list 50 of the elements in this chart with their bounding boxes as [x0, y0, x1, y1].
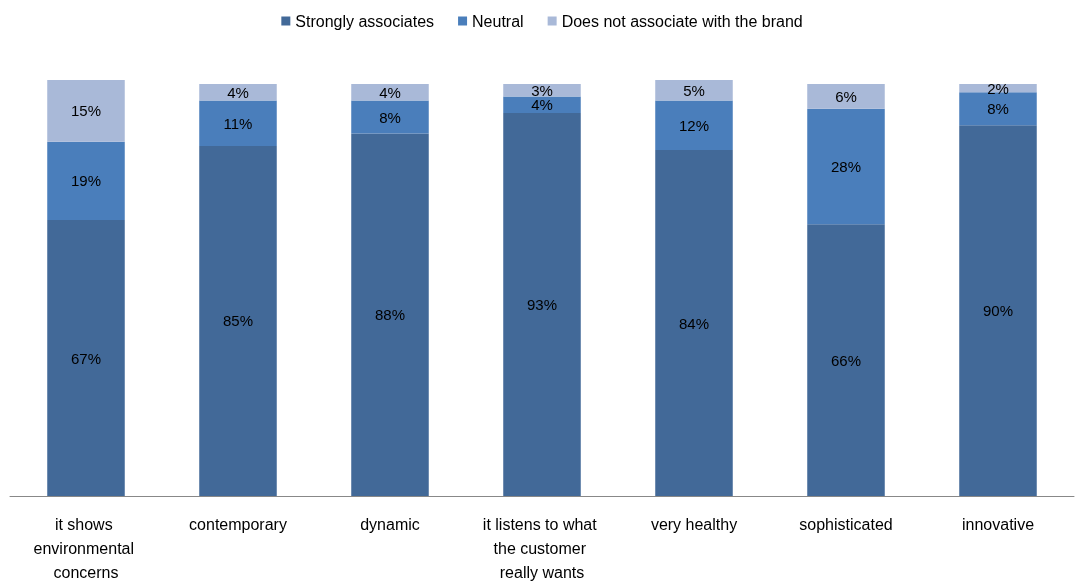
legend-label: Neutral [472, 12, 524, 30]
data-label: 93% [526, 295, 558, 313]
bar [199, 100, 277, 146]
data-label: 66% [830, 351, 862, 369]
bar [959, 125, 1037, 496]
data-label: 5% [683, 81, 705, 99]
data-label: 11% [223, 114, 253, 132]
x-tick-label: sophisticated [799, 515, 893, 533]
data-label: 28% [830, 157, 862, 175]
data-label: 6% [835, 87, 857, 105]
bar [503, 96, 581, 113]
bar [655, 80, 733, 101]
bar [47, 220, 125, 496]
legend-label: Strongly associates [295, 12, 435, 30]
bar [655, 150, 733, 496]
data-label: 4% [531, 96, 553, 114]
data-label: 67% [70, 349, 102, 367]
data-label: 8% [987, 100, 1009, 118]
bar [47, 80, 125, 142]
x-tick-label: it shows environmental concerns [33, 515, 139, 581]
data-label: 15% [70, 102, 102, 120]
data-label: 3% [531, 81, 553, 99]
data-label: 19% [70, 172, 102, 190]
data-label: 85% [222, 312, 254, 330]
data-label: 4% [379, 83, 401, 101]
data-label: 88% [374, 306, 406, 324]
data-label: 90% [982, 302, 1014, 320]
data-label: 2% [987, 79, 1009, 97]
x-tick-label: it listens to what the customer really wants [482, 515, 602, 581]
data-label: 4% [227, 83, 249, 101]
bar [47, 141, 125, 221]
x-tick-label: dynamic [360, 515, 420, 533]
x-tick-label: innovative [961, 515, 1035, 533]
bar [199, 84, 277, 101]
bar [807, 108, 885, 225]
x-tick-label: very healthy [650, 515, 738, 533]
bar [503, 112, 581, 496]
bar [351, 100, 429, 134]
legend-label: Does not associate with the brand [561, 12, 803, 30]
bar [199, 145, 277, 496]
data-label: 12% [678, 116, 710, 134]
bar [351, 84, 429, 101]
data-label: 84% [678, 314, 710, 332]
data-label: 8% [379, 108, 401, 126]
bar [351, 133, 429, 496]
bar [807, 224, 885, 496]
bar [655, 100, 733, 151]
bar [959, 92, 1037, 126]
bar [807, 84, 885, 109]
x-tick-label: contemporary [189, 515, 287, 533]
